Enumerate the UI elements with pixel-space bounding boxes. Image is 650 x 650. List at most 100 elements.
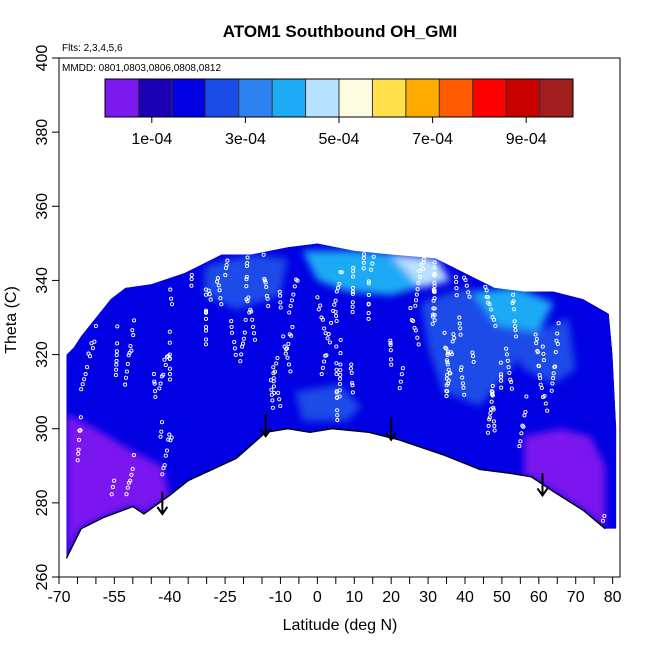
sample-point [244,274,249,279]
sample-point [203,308,209,313]
sample-point [131,333,136,338]
sample-point [368,267,374,272]
sample-point [319,315,324,320]
sample-point [251,324,256,330]
sample-point [247,310,252,315]
sample-point [334,361,339,366]
sample-point [93,323,98,329]
sample-point [350,383,355,388]
sample-point [275,355,280,361]
sample-point [499,385,504,390]
sample-point [349,370,354,375]
sample-point [499,378,504,383]
x-tick-label: 70 [567,589,585,606]
sample-point [491,419,496,424]
sample-point [76,451,81,456]
sample-point [453,275,458,280]
sample-point [512,307,517,312]
sample-point [334,367,339,372]
sample-point [498,374,504,379]
sample-point [335,413,340,418]
sample-point [555,331,560,336]
sample-point [398,379,403,384]
sample-point [513,334,519,339]
x-tick-label: -25 [214,589,237,606]
sample-point [271,365,276,370]
sample-point [534,337,539,342]
sample-point [522,413,527,418]
y-axis-label: Theta (C) [3,286,20,354]
sample-point [233,352,238,357]
field-region-purple-lower-south [66,413,170,559]
sample-point [87,354,93,359]
sample-point [432,271,437,276]
sample-point [167,372,172,377]
sample-point [533,332,538,337]
sample-point [266,304,271,309]
colorbar-swatch [105,79,139,117]
sample-point [445,389,450,394]
sample-point [350,300,355,305]
sample-point [399,372,404,377]
sample-point [78,415,83,420]
flight-arrow-3 [385,417,397,442]
sample-point [264,293,269,298]
sample-point [338,362,343,367]
sample-point [272,390,277,396]
sample-point [329,320,334,325]
x-tick-label: 50 [493,589,511,606]
sample-point [322,359,327,364]
sample-point [432,289,437,294]
colorbar-tick-label: 1e-04 [131,131,172,148]
sample-point [278,403,283,409]
sample-point [518,439,523,444]
y-tick-label: 260 [34,564,51,591]
sample-point [543,401,548,406]
sample-point [446,378,451,383]
sample-point [287,310,292,315]
sample-point [288,303,293,309]
field-region-blue-low-mid [295,384,362,422]
sample-point [540,344,545,349]
sample-point [169,302,175,307]
sample-point [508,377,513,382]
sample-point [159,420,165,425]
sample-point [602,513,607,519]
sample-point [512,319,517,324]
sample-point [162,463,167,468]
sample-point [432,312,437,318]
flights-subtitle: Flts: 2,3,4,5,6 [62,43,123,54]
sample-point [504,346,509,351]
sample-point [421,257,426,262]
colorbar-swatch [372,79,407,117]
sample-point [262,276,267,281]
sample-point [461,385,466,390]
sample-point [130,466,135,472]
x-tick-label: -70 [47,589,70,606]
sample-point [507,370,512,375]
sample-point [152,381,157,386]
sample-point [277,397,282,402]
sample-point [327,340,332,345]
sample-point [350,291,355,296]
sample-point [432,306,437,311]
x-tick-label: 0 [313,589,322,606]
sample-point [169,296,174,301]
sample-point [244,277,249,282]
sample-point [292,284,297,289]
sample-point [269,387,274,392]
sample-point [490,314,495,320]
sample-point [415,335,420,340]
colorbar-swatch [405,79,440,117]
sample-point [457,315,462,320]
sample-point [511,292,516,297]
sample-point [334,313,339,319]
sample-point [486,423,491,428]
sample-point [167,340,172,345]
sample-point [112,478,117,483]
sample-point [92,339,97,344]
colorbar-swatch [472,79,507,117]
sample-point [536,363,541,368]
sample-point [535,348,540,353]
sample-point [271,384,276,389]
